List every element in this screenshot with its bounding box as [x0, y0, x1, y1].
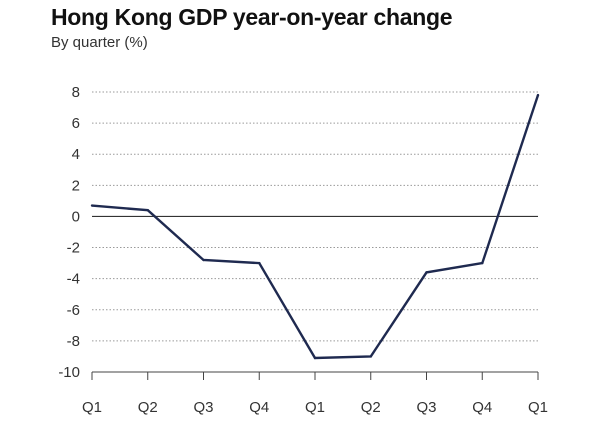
y-tick-label: 8 [72, 84, 80, 101]
y-tick-label: 6 [72, 115, 80, 132]
y-tick-label: 2 [72, 177, 80, 194]
y-tick-label: 0 [72, 208, 80, 225]
y-tick-label: -2 [67, 240, 80, 257]
data-point [536, 93, 540, 97]
x-tick-label: Q3 [193, 399, 213, 416]
series-group [90, 93, 540, 360]
x-tick-label: Q2 [361, 399, 381, 416]
chart-subtitle: By quarter (%) [51, 34, 148, 51]
x-tick-label: Q1 [305, 399, 325, 416]
data-point [90, 204, 94, 207]
data-point [481, 261, 484, 265]
x-tick-label: Q1 [82, 399, 102, 416]
x-tick-label: Q4 [472, 399, 492, 416]
x-tick-label: Q2 [138, 399, 158, 416]
data-point [369, 355, 372, 358]
chart-title: Hong Kong GDP year-on-year change [51, 4, 453, 30]
x-tick-label: Q4 [249, 399, 269, 416]
data-point [258, 261, 261, 265]
x-tick-label: Q3 [416, 399, 436, 416]
y-tick-label: -6 [67, 302, 80, 319]
x-tick-labels: Q1 Q2 Q3 Q4 Q1 Q2 Q3 Q4 Q1 [82, 399, 548, 416]
x-axis [91, 371, 539, 380]
x-tick-label: Q1 [528, 399, 548, 416]
data-point [202, 258, 205, 262]
gridlines [92, 91, 538, 342]
y-tick-label: -8 [67, 333, 80, 350]
data-point [313, 356, 317, 360]
y-tick-label: 4 [72, 146, 80, 163]
y-tick-labels: 8 6 4 2 0 -2 -4 -6 -8 -10 [58, 84, 80, 381]
y-tick-label: -10 [58, 364, 80, 381]
y-tick-label: -4 [67, 271, 80, 288]
data-point [425, 271, 428, 274]
data-point [146, 209, 149, 212]
series-line [91, 94, 540, 360]
